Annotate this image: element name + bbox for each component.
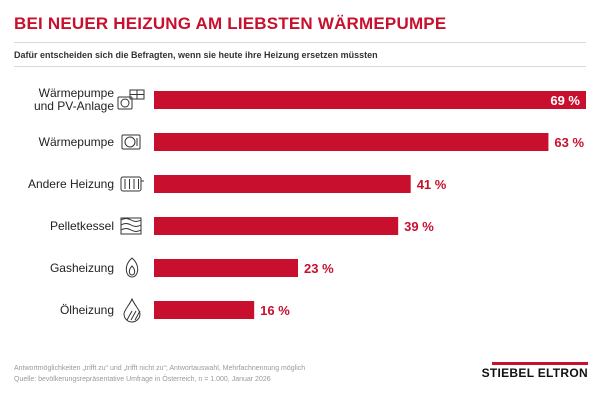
heatpump-icon (121, 134, 141, 150)
value-label: 39 % (404, 219, 434, 234)
bar (154, 259, 298, 277)
bar (154, 133, 549, 151)
category-label: Gasheizung (50, 261, 114, 275)
footnote: Antwortmöglichkeiten „trifft zu“ und „tr… (14, 363, 305, 385)
category-label-line: Ölheizung (60, 303, 114, 317)
pellet-icon (120, 217, 142, 235)
title-divider (14, 42, 586, 43)
bar (154, 217, 399, 235)
oil-drop-icon (123, 297, 141, 323)
value-label: 23 % (304, 261, 334, 276)
category-label-line: Wärmepumpe (39, 135, 115, 149)
category-label: Wärmepumpe und PV-Anlage (34, 86, 114, 113)
value-label: 16 % (260, 303, 290, 318)
logo-accent (492, 362, 588, 365)
bar (154, 301, 255, 319)
value-label: 69 % (550, 93, 580, 108)
gas-flame-icon (125, 257, 139, 278)
category-label-line: Pelletkessel (50, 219, 114, 233)
category-label-line: und PV-Anlage (34, 99, 114, 113)
category-label: Wärmepumpe (39, 135, 115, 149)
heatpump-solar-icon (117, 89, 145, 110)
brand-logo: STIEBEL ELTRON (481, 366, 588, 380)
bar (154, 91, 586, 109)
category-label-line: Gasheizung (50, 261, 114, 275)
category-label-line: Andere Heizung (28, 177, 114, 191)
category-label: Pelletkessel (50, 219, 114, 233)
category-label-line: Wärmepumpe (39, 86, 115, 100)
chart-title: BEI NEUER HEIZUNG AM LIEBSTEN WÄRMEPUMPE (14, 14, 447, 33)
value-label: 41 % (417, 177, 447, 192)
category-label: Ölheizung (60, 303, 114, 317)
value-label: 63 % (554, 135, 584, 150)
footnote-line-1: Antwortmöglichkeiten „trifft zu“ und „tr… (14, 365, 306, 372)
bar-chart: Wärmepumpe und PV-Anlage 69 %Wärmepumpe 63 … (28, 86, 586, 323)
subtitle-divider (14, 66, 586, 67)
chart-subtitle: Dafür entscheiden sich die Befragten, we… (14, 50, 378, 60)
category-label: Andere Heizung (28, 177, 114, 191)
bar (154, 175, 411, 193)
footnote-line-2: Quelle: bevölkerungsrepräsentative Umfra… (14, 376, 271, 383)
radiator-icon (120, 176, 144, 192)
